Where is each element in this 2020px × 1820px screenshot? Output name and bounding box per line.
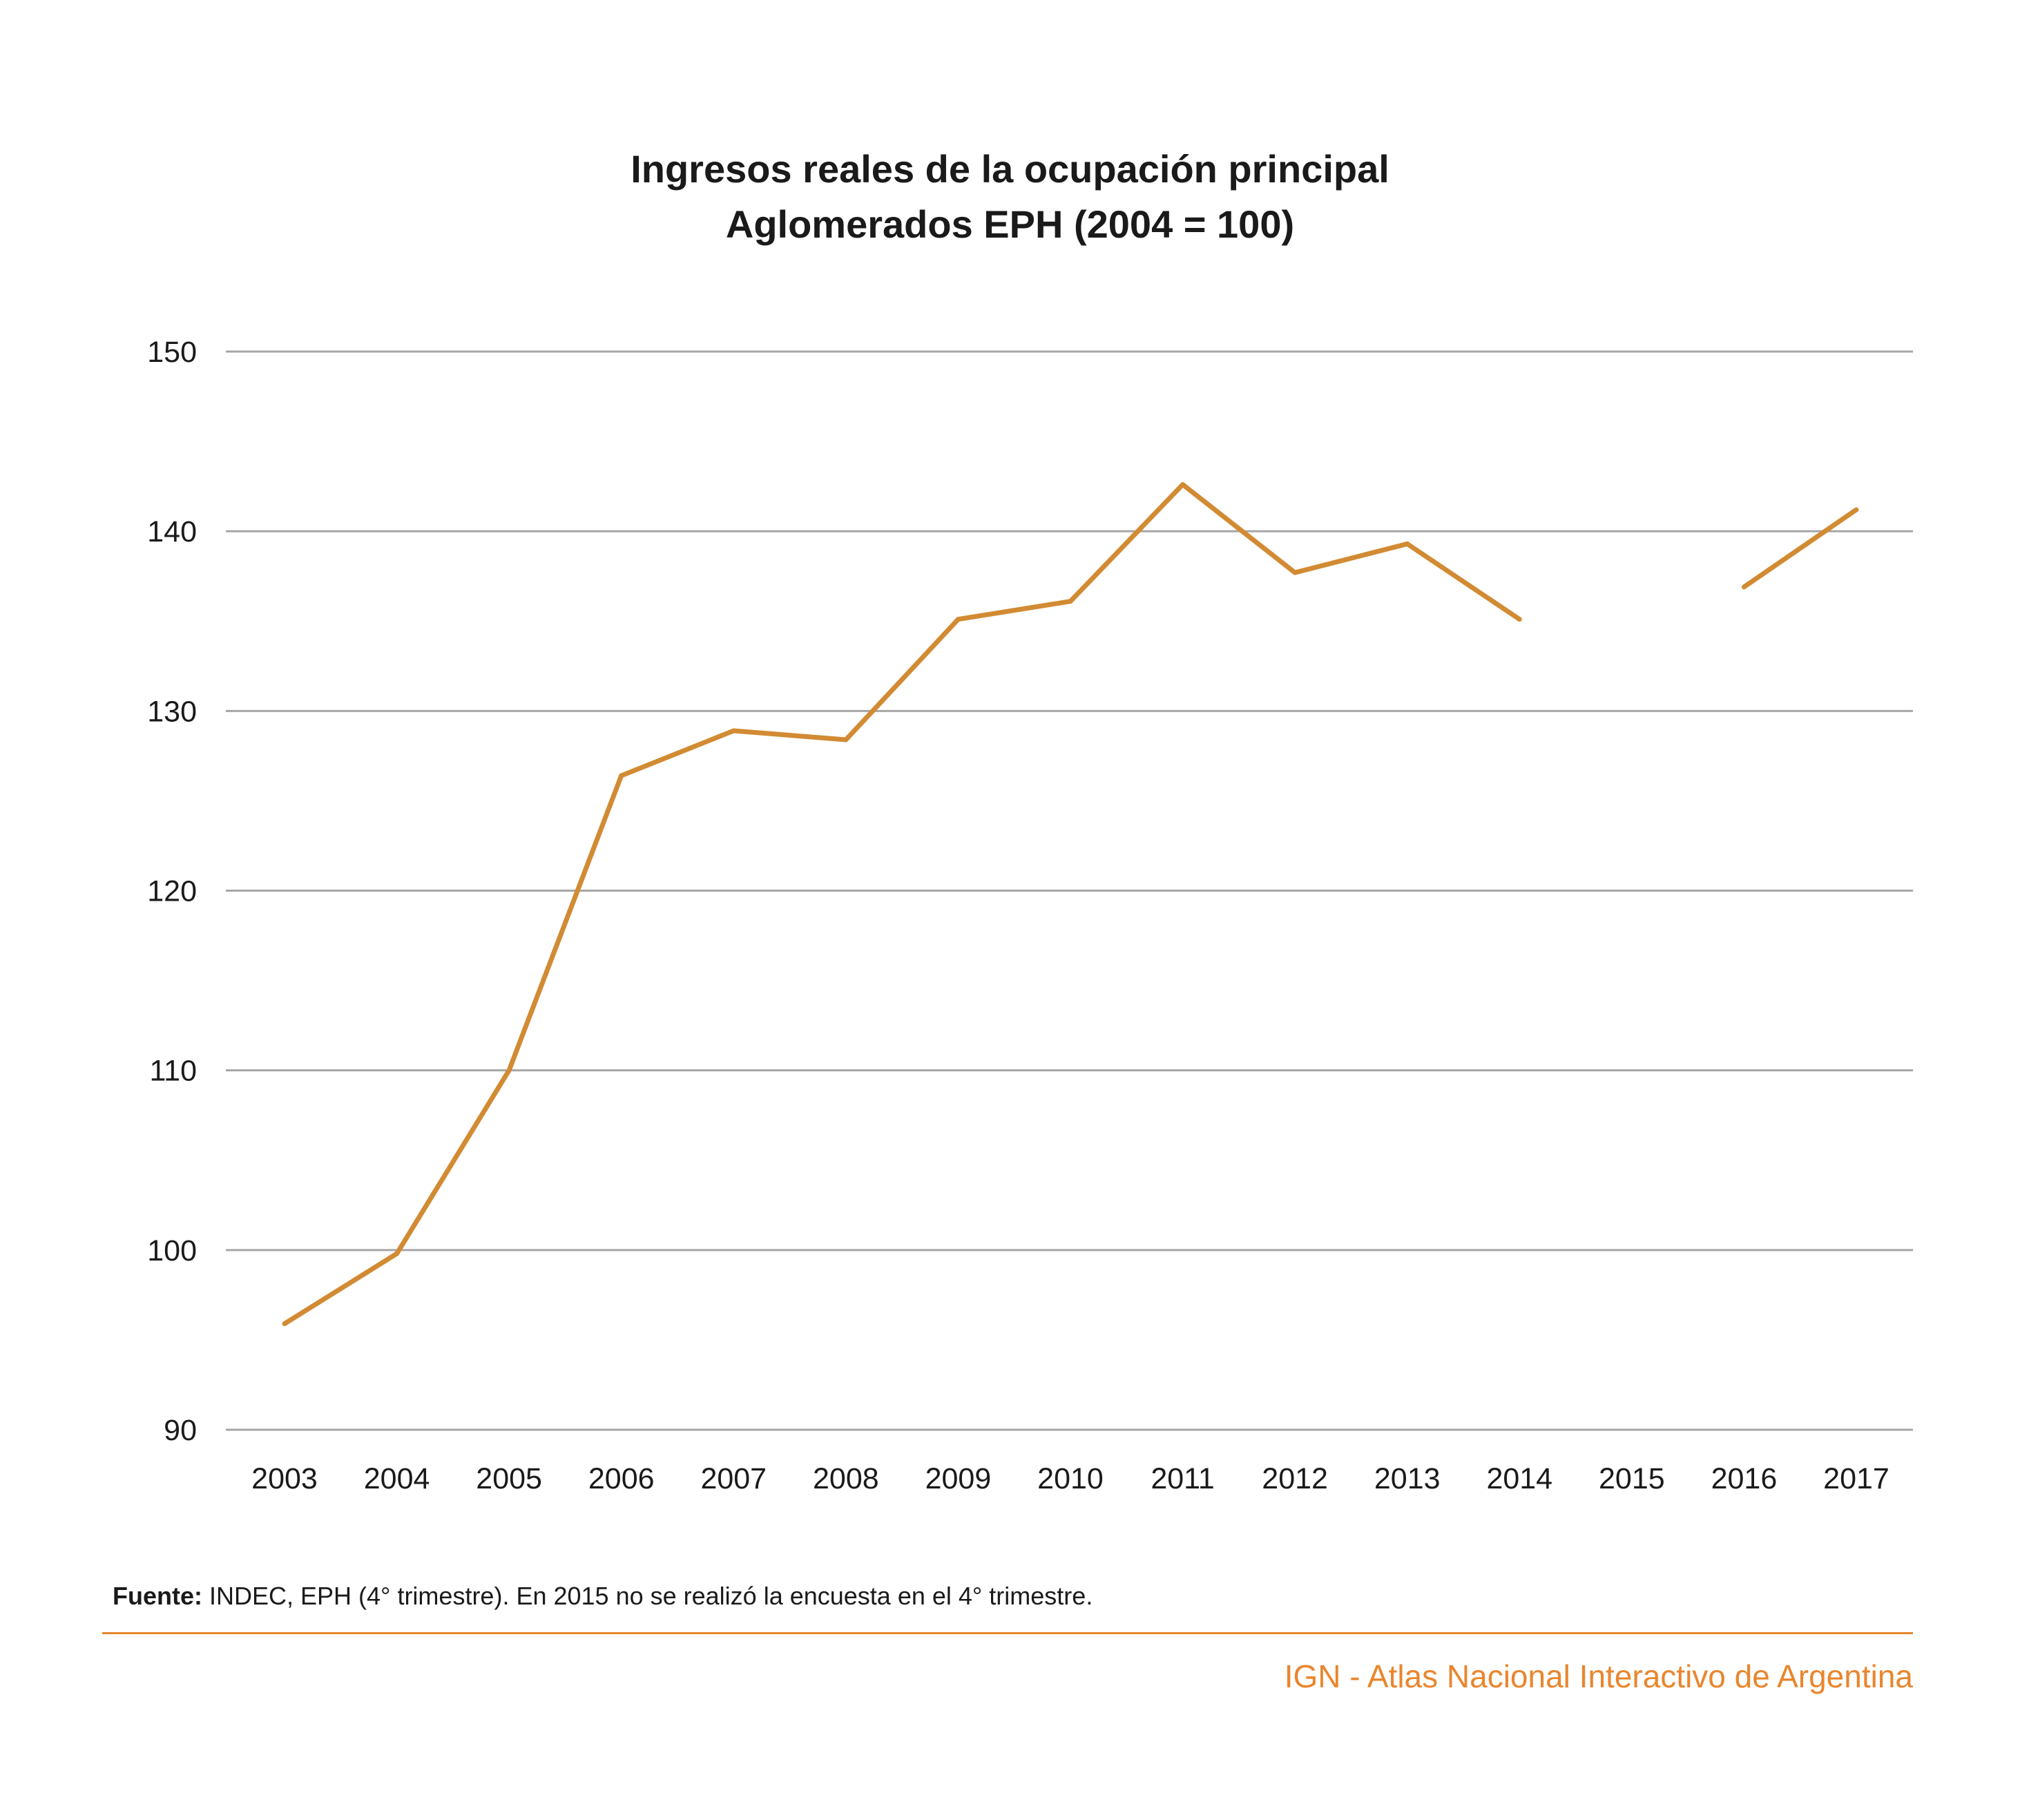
source-label: Fuente: bbox=[113, 1582, 202, 1610]
x-tick-label: 2017 bbox=[1823, 1462, 1889, 1495]
data-point-2004 bbox=[394, 1251, 400, 1256]
y-axis-ticks: 90 100 110 120 130 140 150 bbox=[147, 336, 197, 1447]
x-tick-label: 2014 bbox=[1486, 1462, 1552, 1495]
credit-text: IGN - Atlas Nacional Interactivo de Arge… bbox=[1284, 1658, 1913, 1694]
source-text: INDEC, EPH (4° trimestre). En 2015 no se… bbox=[202, 1582, 1093, 1610]
x-tick-label: 2006 bbox=[588, 1462, 655, 1495]
data-point-2008 bbox=[843, 737, 849, 743]
y-tick-label: 110 bbox=[149, 1055, 197, 1088]
data-point-2007 bbox=[731, 728, 736, 734]
x-tick-label: 2009 bbox=[925, 1462, 992, 1495]
series-line-segment-2 bbox=[1742, 508, 1858, 589]
x-tick-label: 2010 bbox=[1037, 1462, 1104, 1495]
y-tick-label: 140 bbox=[147, 515, 197, 548]
data-point-2005 bbox=[506, 1068, 512, 1073]
series-line-segment-1 bbox=[283, 482, 1521, 1326]
y-tick-label: 130 bbox=[147, 695, 197, 728]
x-tick-label: 2016 bbox=[1711, 1462, 1778, 1495]
y-tick-label: 120 bbox=[147, 875, 197, 908]
x-tick-label: 2013 bbox=[1374, 1462, 1441, 1495]
footer-divider bbox=[102, 1632, 1913, 1634]
data-point-2013 bbox=[1405, 541, 1410, 546]
x-tick-label: 2008 bbox=[813, 1462, 879, 1495]
gridlines bbox=[226, 350, 1913, 1431]
data-point-2003 bbox=[282, 1321, 287, 1327]
x-axis-ticks: 2003 2004 2005 2006 2007 2008 2009 2010 2011 2012… bbox=[251, 1462, 1889, 1495]
series bbox=[282, 482, 1859, 1327]
data-point-2010 bbox=[1068, 599, 1073, 604]
chart-title: Ingresos reales de la ocupación principa… bbox=[0, 142, 2020, 252]
x-tick-label: 2015 bbox=[1599, 1462, 1665, 1495]
data-point-2012 bbox=[1292, 570, 1298, 575]
y-tick-label: 90 bbox=[164, 1414, 197, 1447]
data-point-2006 bbox=[619, 773, 624, 778]
data-point-2017 bbox=[1854, 507, 1859, 513]
chart-title-line-1: Ingresos reales de la ocupación principa… bbox=[631, 147, 1389, 191]
data-point-2016 bbox=[1741, 584, 1747, 590]
y-tick-label: 150 bbox=[147, 336, 197, 369]
x-tick-label: 2004 bbox=[364, 1462, 430, 1495]
x-tick-label: 2011 bbox=[1151, 1462, 1214, 1495]
x-tick-label: 2007 bbox=[700, 1462, 767, 1495]
data-point-2009 bbox=[955, 617, 961, 622]
x-tick-label: 2012 bbox=[1262, 1462, 1328, 1495]
x-tick-label: 2005 bbox=[476, 1462, 542, 1495]
data-point-2014 bbox=[1517, 617, 1522, 622]
x-tick-label: 2003 bbox=[251, 1462, 318, 1495]
y-tick-label: 100 bbox=[147, 1234, 197, 1267]
source-note: Fuente: INDEC, EPH (4° trimestre). En 20… bbox=[113, 1582, 1093, 1611]
chart-subtitle: Aglomerados EPH (2004 = 100) bbox=[725, 202, 1295, 246]
data-point-2011 bbox=[1180, 482, 1186, 488]
